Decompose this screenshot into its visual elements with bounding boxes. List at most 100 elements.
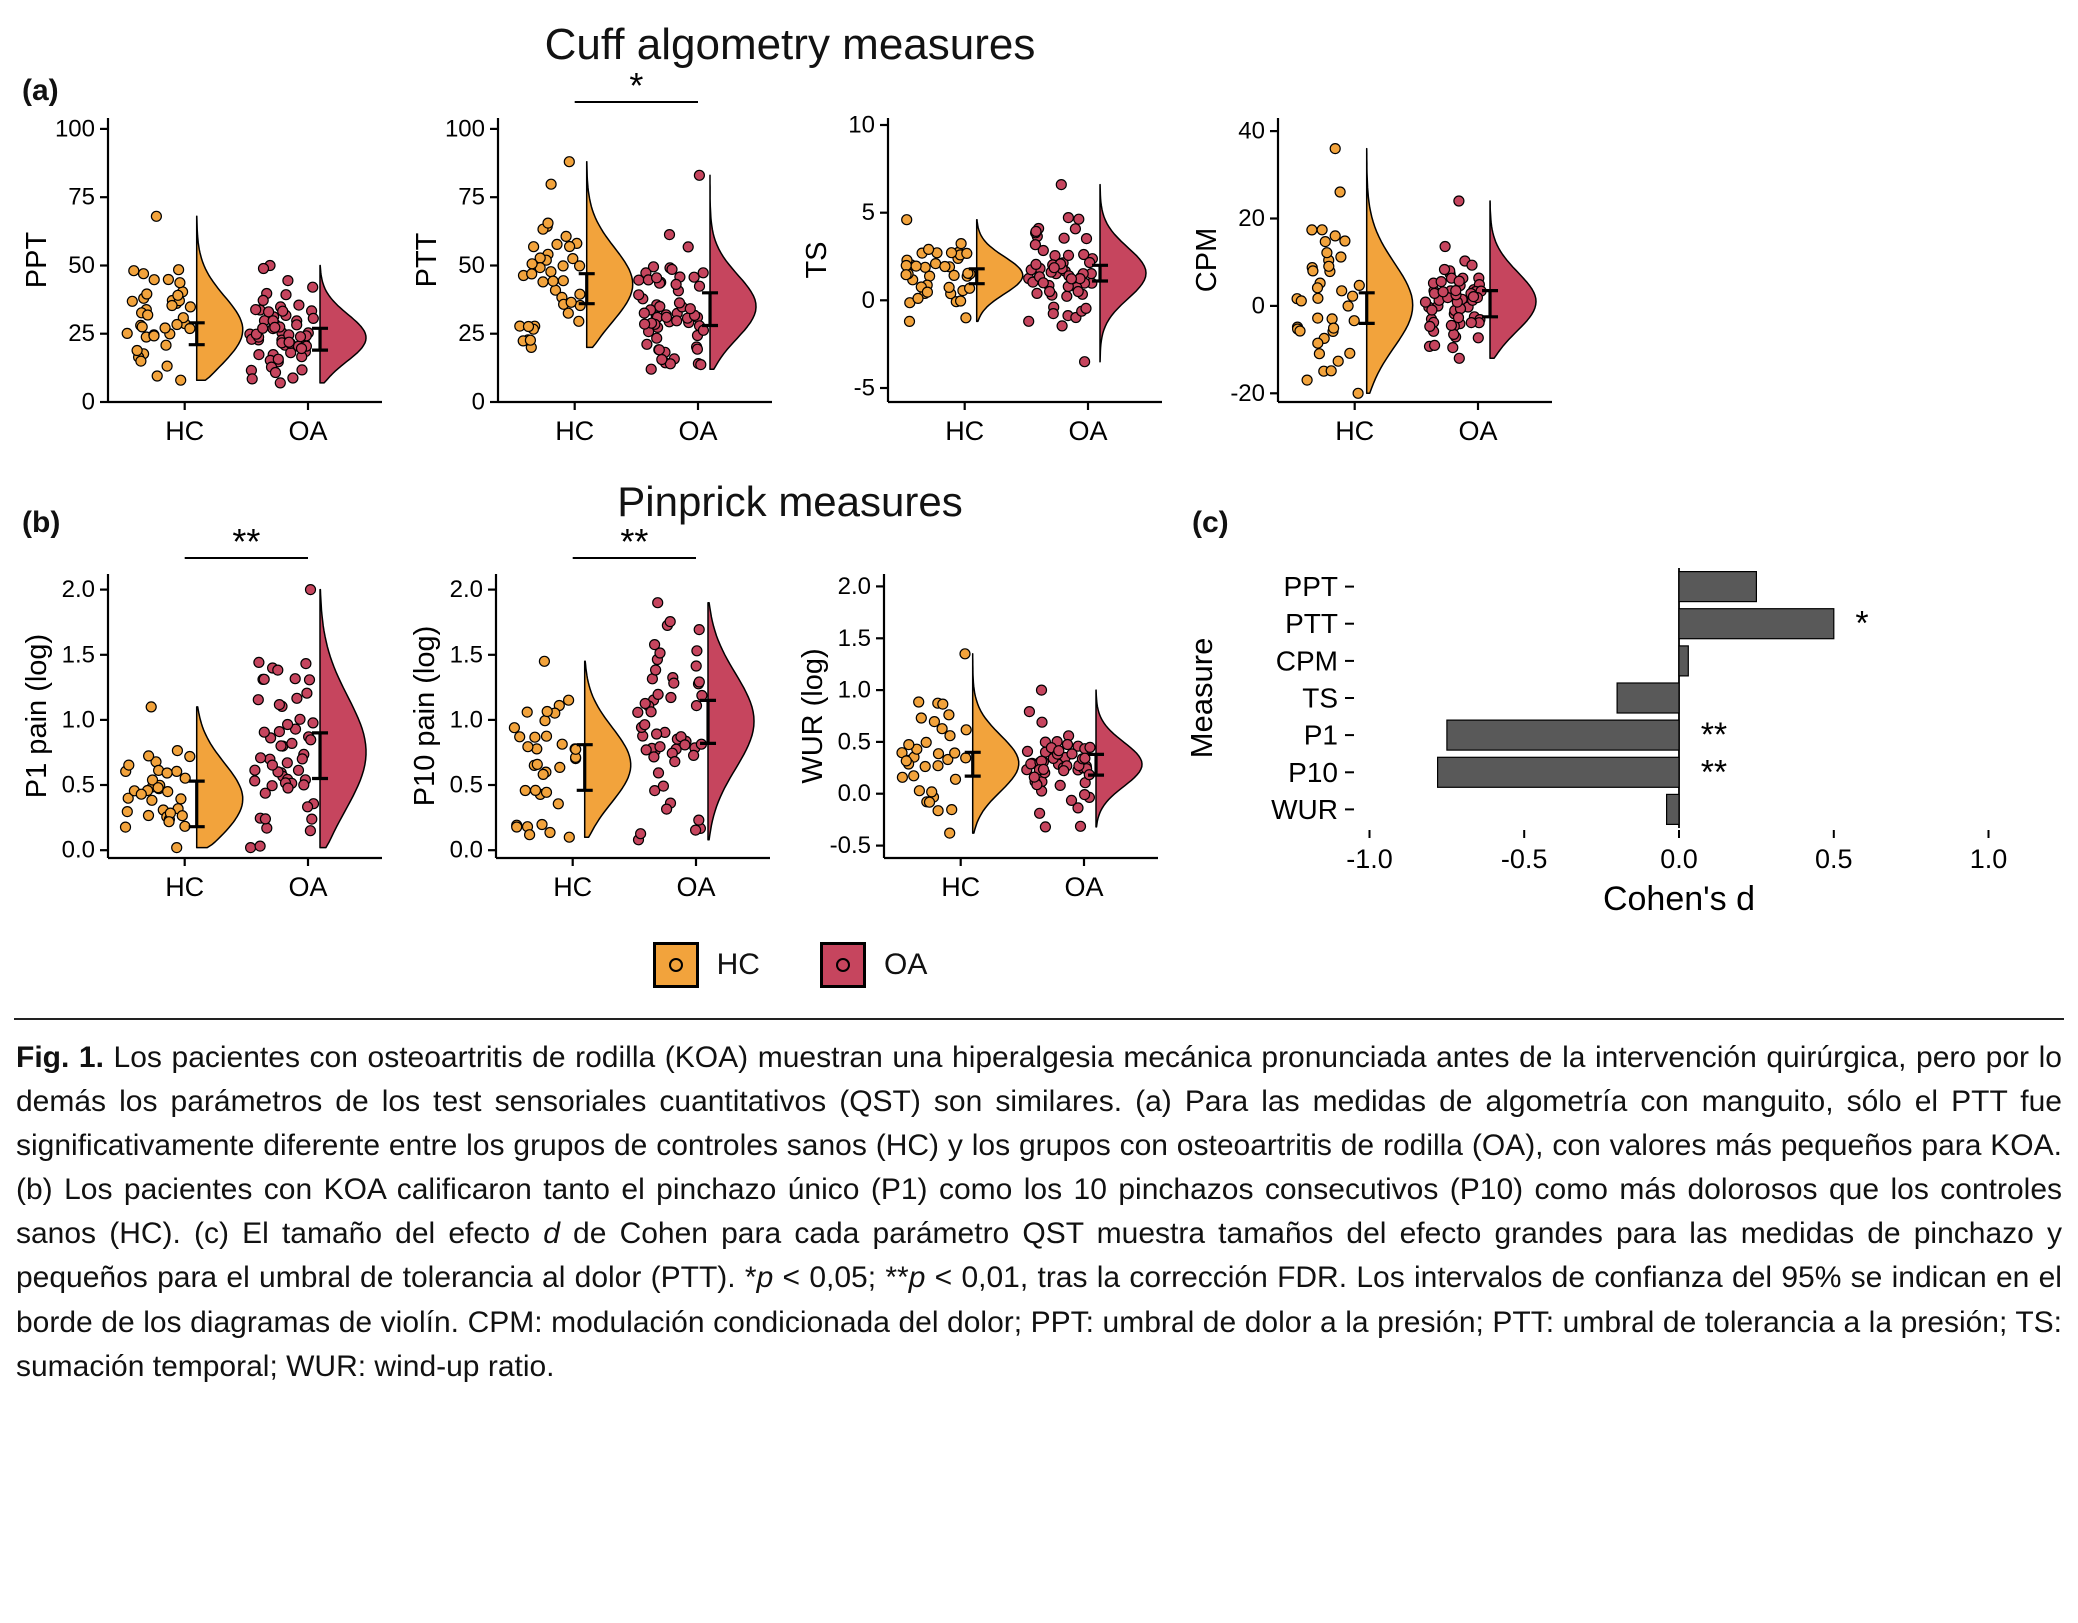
data-point (1058, 232, 1070, 244)
data-point (151, 370, 163, 382)
data-point (1307, 265, 1319, 277)
y-tick-label: 1.5 (62, 641, 95, 668)
data-point (282, 275, 294, 287)
y-tick-label: 50 (68, 252, 95, 279)
data-point (682, 241, 694, 253)
data-point (693, 169, 705, 181)
data-point (1325, 365, 1337, 377)
data-point (932, 760, 944, 772)
data-point (1037, 244, 1049, 257)
data-point (302, 801, 314, 813)
y-tick-label: 1.0 (62, 706, 95, 733)
points-oa (245, 583, 320, 854)
data-point (919, 760, 931, 773)
data-point (540, 730, 553, 742)
violin-oa (707, 601, 755, 841)
data-point (639, 719, 651, 731)
data-point (531, 758, 543, 770)
panel-ptt: 0 25 50 75 100 PTT HC OA * (411, 72, 772, 446)
data-point (563, 831, 575, 843)
y-axis-title: P1 pain (log) (21, 634, 53, 798)
data-point (1332, 355, 1344, 367)
data-point (1062, 212, 1074, 224)
data-point (148, 330, 160, 342)
data-point (1301, 374, 1313, 386)
y-tick-label: 1.5 (450, 641, 483, 668)
data-point (289, 673, 301, 685)
violin-oa (1095, 689, 1143, 828)
data-point (163, 816, 175, 828)
data-point (526, 258, 538, 270)
data-point (1079, 789, 1091, 801)
y-axis-title: PPT (21, 232, 53, 289)
data-point (903, 315, 916, 327)
data-point (536, 818, 548, 831)
data-point (246, 373, 258, 385)
y-tick-label: 0 (862, 287, 875, 314)
data-point (1053, 745, 1065, 757)
ci-errorbar-hc (964, 750, 981, 778)
violin-hc (971, 653, 1020, 834)
data-point (162, 786, 174, 798)
x-tick-label: OA (288, 872, 327, 902)
data-point (1295, 295, 1307, 307)
data-point (1453, 275, 1465, 287)
data-point (529, 731, 541, 743)
data-point (524, 334, 537, 346)
data-point (647, 261, 660, 273)
data-point (1448, 328, 1460, 340)
data-point (1426, 304, 1438, 316)
data-point (143, 750, 155, 762)
legend-swatch-hc-icon (652, 942, 699, 988)
ci-errorbar-oa (312, 326, 329, 352)
data-point (1335, 251, 1347, 263)
y-axis-title: Measure (1184, 638, 1219, 759)
y-tick-label: 0 (472, 389, 485, 416)
data-point (645, 706, 657, 718)
data-point (171, 842, 183, 854)
caption-run: < 0,05; ** (773, 1261, 909, 1295)
data-point (1031, 287, 1043, 299)
data-point (184, 301, 196, 313)
data-point (307, 717, 319, 729)
data-point (1319, 236, 1331, 248)
data-point (172, 289, 184, 301)
legend-label-oa: OA (883, 948, 928, 981)
data-point (645, 363, 657, 375)
data-point (269, 321, 281, 333)
points-hc (1291, 142, 1365, 399)
data-point (159, 322, 171, 334)
x-tick-label: HC (941, 872, 980, 902)
legend-label-hc: HC (716, 948, 760, 981)
data-point (1312, 312, 1324, 324)
data-point (286, 737, 298, 749)
data-point (651, 332, 663, 344)
cohens-d-bar-p10 (1437, 756, 1680, 788)
panel-cpm: -20 0 20 40 CPM HC OA (1191, 118, 1552, 446)
data-point (664, 358, 676, 370)
data-point (1055, 178, 1067, 191)
data-point (249, 764, 261, 776)
data-point (135, 355, 147, 367)
panel-ts: -5 0 5 10 TS HC OA (801, 112, 1162, 446)
points-hc (508, 655, 582, 843)
data-point (282, 718, 294, 731)
data-point (1336, 285, 1348, 297)
caption-run: p (756, 1261, 774, 1295)
data-point (148, 274, 160, 286)
data-point (1342, 300, 1354, 312)
data-point (128, 265, 140, 277)
data-point (668, 677, 680, 689)
data-point (131, 344, 143, 357)
data-point (526, 268, 538, 280)
y-axis-title: TS (801, 241, 833, 278)
data-point (171, 745, 183, 757)
data-point (565, 296, 577, 308)
data-point (923, 243, 935, 255)
data-point (547, 275, 559, 287)
data-point (1352, 387, 1364, 399)
data-point (1472, 332, 1484, 344)
ci-errorbar-oa (312, 731, 329, 781)
data-point (903, 739, 915, 751)
points-oa (1419, 195, 1487, 364)
